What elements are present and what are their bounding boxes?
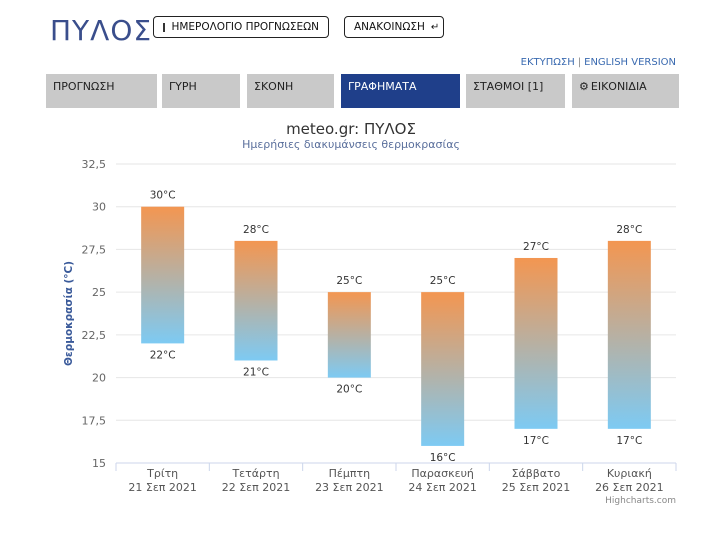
tab-dust[interactable]: ΣΚΟΝΗ xyxy=(247,74,334,108)
x-tick-date: 26 Σεπ 2021 xyxy=(595,481,664,494)
x-tick-date: 22 Σεπ 2021 xyxy=(222,481,291,494)
announcement-label: ΑΝΑΚΟΙΝΩΣΗ xyxy=(354,21,425,33)
gear-icon: ⚙ xyxy=(579,80,589,93)
bar xyxy=(327,292,371,378)
x-tick-day: Πέμπτη xyxy=(329,467,370,480)
bar xyxy=(607,240,651,429)
city-title: ΠΥΛΟΣ xyxy=(50,14,153,47)
bar xyxy=(234,240,278,361)
bar xyxy=(421,292,465,446)
tab-charts[interactable]: ΓΡΑΦΗΜΑΤΑ xyxy=(341,74,460,108)
max-data-label: 27°C xyxy=(523,241,549,253)
announcement-button[interactable]: ΑΝΑΚΟΙΝΩΣΗ ↵ xyxy=(344,16,444,38)
chart-title: meteo.gr: ΠΥΛΟΣ xyxy=(286,120,416,138)
y-tick-label: 30 xyxy=(92,201,106,214)
max-data-label: 25°C xyxy=(430,275,456,287)
y-tick-label: 27,5 xyxy=(82,243,107,256)
tab-icons-label: ΕΙΚΟΝΙΔΙΑ xyxy=(590,80,647,93)
y-tick-label: 17,5 xyxy=(82,414,107,427)
bar xyxy=(514,257,558,429)
min-data-label: 17°C xyxy=(616,435,642,447)
x-tick-day: Σάββατο xyxy=(512,467,561,480)
tab-pollen[interactable]: ΓΥΡΗ xyxy=(162,74,240,108)
forecast-calendar-label: ΗΜΕΡΟΛΟΓΙΟ ΠΡΟΓΝΩΣΕΩΝ xyxy=(171,21,319,33)
min-data-label: 20°C xyxy=(336,384,362,396)
y-tick-label: 25 xyxy=(92,286,106,299)
y-tick-label: 22,5 xyxy=(82,329,107,342)
highcharts-credit[interactable]: Highcharts.com xyxy=(605,496,676,506)
x-tick-date: 25 Σεπ 2021 xyxy=(502,481,571,494)
tab-stations[interactable]: ΣΤΑΘΜΟΙ [1] xyxy=(466,74,565,108)
max-data-label: 28°C xyxy=(616,224,642,236)
max-data-label: 30°C xyxy=(150,190,176,202)
max-data-label: 25°C xyxy=(336,275,362,287)
x-tick-date: 23 Σεπ 2021 xyxy=(315,481,384,494)
y-axis-title: Θερμοκρασία (°C) xyxy=(63,261,75,366)
link-separator: | xyxy=(577,57,582,68)
y-tick-label: 32,5 xyxy=(82,158,107,171)
y-tick-label: 15 xyxy=(92,457,106,470)
chart-subtitle: Ημερήσιες διακυμάνσεις θερμοκρασίας xyxy=(242,138,460,151)
english-version-link[interactable]: ENGLISH VERSION xyxy=(584,57,676,68)
x-tick-date: 24 Σεπ 2021 xyxy=(408,481,477,494)
x-tick-date: 21 Σεπ 2021 xyxy=(128,481,197,494)
bar xyxy=(141,206,185,344)
y-tick-label: 20 xyxy=(92,372,106,385)
min-data-label: 17°C xyxy=(523,435,549,447)
calendar-icon xyxy=(163,22,166,32)
arrow-down-icon: ↵ xyxy=(430,21,440,33)
min-data-label: 22°C xyxy=(150,349,176,361)
x-tick-day: Παρασκευή xyxy=(411,467,474,480)
top-links: ΕΚΤΥΠΩΣΗ | ENGLISH VERSION xyxy=(521,57,676,68)
max-data-label: 28°C xyxy=(243,224,269,236)
tab-forecast[interactable]: ΠΡΟΓΝΩΣΗ xyxy=(46,74,157,108)
min-data-label: 16°C xyxy=(430,452,456,464)
print-link[interactable]: ΕΚΤΥΠΩΣΗ xyxy=(520,57,575,68)
x-tick-day: Τρίτη xyxy=(146,467,178,480)
forecast-calendar-button[interactable]: ΗΜΕΡΟΛΟΓΙΟ ΠΡΟΓΝΩΣΕΩΝ xyxy=(153,16,329,38)
x-tick-day: Τετάρτη xyxy=(231,467,279,480)
tab-icons[interactable]: ⚙ ΕΙΚΟΝΙΔΙΑ xyxy=(572,74,679,108)
x-tick-day: Κυριακή xyxy=(607,467,652,480)
min-data-label: 21°C xyxy=(243,366,269,378)
